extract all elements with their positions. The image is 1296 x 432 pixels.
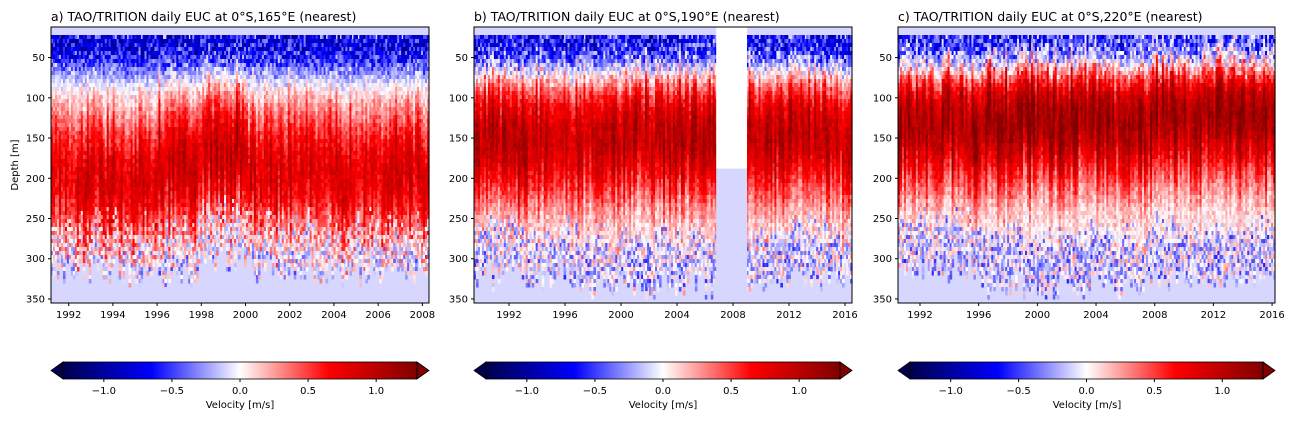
heat-cell xyxy=(63,263,66,268)
heat-cell xyxy=(109,267,112,272)
heat-cell xyxy=(113,35,116,40)
heat-cell xyxy=(143,259,146,264)
heat-cell xyxy=(119,267,122,272)
heat-cell xyxy=(97,271,100,276)
heat-cell xyxy=(109,275,112,280)
heat-cell xyxy=(146,271,149,276)
heat-cell xyxy=(123,275,126,280)
heat-cell xyxy=(83,267,86,272)
heat-cell xyxy=(123,267,126,272)
heat-cell xyxy=(91,263,94,268)
heat-cell xyxy=(77,267,80,272)
heat-cell xyxy=(119,271,122,276)
heat-cell xyxy=(129,279,132,284)
heat-cell xyxy=(139,35,142,40)
heat-cell xyxy=(141,275,144,280)
heat-cell xyxy=(150,271,153,276)
heat-cell xyxy=(83,263,86,268)
heat-cell xyxy=(53,267,56,272)
heat-cell xyxy=(57,267,60,272)
heat-cell xyxy=(105,271,108,276)
heat-cell xyxy=(105,259,108,264)
panel-a: a) TAO/TRITION daily EUC at 0°S,165°E (n… xyxy=(10,9,435,411)
heat-cell xyxy=(79,259,82,264)
heat-cell xyxy=(152,259,155,264)
heat-cell xyxy=(113,259,116,264)
heat-cell xyxy=(152,263,155,268)
heat-cell xyxy=(105,263,108,268)
heat-cell xyxy=(57,271,60,276)
heat-cell xyxy=(89,275,92,280)
heat-cell xyxy=(53,259,56,264)
heat-cell xyxy=(119,275,122,280)
heat-cell xyxy=(89,267,92,272)
heat-cell xyxy=(129,271,132,276)
heat-cell xyxy=(63,279,66,284)
heat-cell xyxy=(158,271,161,276)
heat-cell xyxy=(139,283,142,288)
heat-cell xyxy=(105,267,108,272)
heat-cell xyxy=(105,255,108,260)
heat-cell xyxy=(53,271,56,276)
heat-cell xyxy=(129,275,132,280)
heat-cell xyxy=(129,283,132,288)
heat-cell xyxy=(89,279,92,284)
heat-cell xyxy=(63,267,66,272)
heat-cell xyxy=(97,267,100,272)
heat-cell xyxy=(129,267,132,272)
heat-cell xyxy=(141,267,144,272)
heat-cell xyxy=(143,263,146,268)
heat-cell xyxy=(77,263,80,268)
heat-cell xyxy=(57,259,60,264)
heat-cell xyxy=(119,263,122,268)
heat-cell xyxy=(97,263,100,268)
heat-cell xyxy=(75,271,78,276)
heat-cell xyxy=(83,275,86,280)
heat-cell xyxy=(83,259,86,264)
heat-cell xyxy=(63,275,66,280)
heat-cell xyxy=(97,255,100,260)
heat-cell xyxy=(89,271,92,276)
heat-cell xyxy=(57,263,60,268)
heat-cell xyxy=(93,259,96,264)
panel-a-heatmap xyxy=(51,27,430,303)
heat-cell xyxy=(105,275,108,280)
heat-cell xyxy=(97,259,100,264)
heat-cell xyxy=(63,271,66,276)
heat-cell xyxy=(152,267,155,272)
heat-cell xyxy=(57,275,60,280)
heat-cell xyxy=(158,267,161,272)
heat-cell xyxy=(53,263,56,268)
heat-cell xyxy=(158,263,161,268)
heat-cell xyxy=(141,271,144,276)
heat-cell xyxy=(123,279,126,284)
heat-cell xyxy=(83,271,86,276)
heat-cell xyxy=(111,263,114,268)
heat-cell xyxy=(63,259,66,264)
heat-cell xyxy=(160,35,163,40)
heat-cell xyxy=(75,35,78,40)
panel-a-title: a) TAO/TRITION daily EUC at 0°S,165°E (n… xyxy=(51,9,356,24)
heat-cell xyxy=(73,275,76,280)
heat-cell xyxy=(109,279,112,284)
heat-cell xyxy=(158,259,161,264)
heat-cell xyxy=(125,259,128,264)
heat-cell xyxy=(113,255,116,260)
heat-cell xyxy=(93,255,96,260)
heat-cell xyxy=(123,263,126,268)
heat-cell xyxy=(123,271,126,276)
heat-cell xyxy=(109,271,112,276)
heat-cell xyxy=(141,279,144,284)
heat-cell xyxy=(125,35,128,40)
